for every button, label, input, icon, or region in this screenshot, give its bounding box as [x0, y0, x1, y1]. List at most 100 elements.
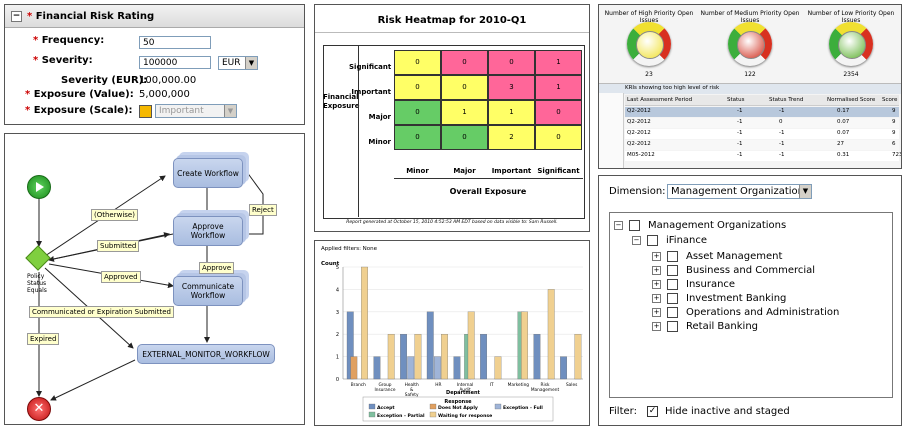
collapse-icon[interactable]: −	[632, 236, 641, 245]
heatmap-cell[interactable]: 0	[394, 100, 441, 125]
gauge-title: Number of Low Priority Open Issues	[807, 10, 895, 24]
exposure-scale-label: Exposure (Scale):	[33, 105, 133, 116]
checkbox[interactable]	[667, 251, 678, 262]
expand-icon[interactable]: +	[652, 308, 661, 317]
bar	[453, 356, 461, 380]
tree-item[interactable]: + Insurance	[652, 279, 735, 290]
heatmap-cell[interactable]: 1	[488, 100, 535, 125]
legend-swatch	[429, 403, 437, 410]
gauge-center	[737, 31, 765, 59]
kri-column-header[interactable]: Status	[727, 97, 745, 103]
x-tick-label: Health	[405, 382, 419, 388]
kri-cell: -1	[779, 130, 785, 136]
y-tick-label: 4	[336, 287, 339, 293]
tree-root[interactable]: − Management Organizations	[614, 220, 786, 231]
checkbox[interactable]	[667, 321, 678, 332]
checkbox[interactable]	[629, 220, 640, 231]
heatmap-cell[interactable]: 1	[535, 75, 582, 100]
heatmap-row-label: Minor	[368, 138, 391, 146]
kri-column-header[interactable]: Last Assessment Period	[627, 97, 693, 103]
checkbox[interactable]	[667, 265, 678, 276]
expand-icon[interactable]: +	[652, 280, 661, 289]
approved-label: Approved	[101, 271, 141, 283]
kri-side-column	[599, 93, 624, 168]
heatmap-cell[interactable]: 0	[394, 125, 441, 150]
approve-workflow-node[interactable]: Approve Workflow	[173, 216, 243, 246]
heatmap-cell[interactable]: 1	[535, 50, 582, 75]
checkbox[interactable]	[667, 293, 678, 304]
filter-checkbox[interactable]: ✓	[646, 406, 658, 417]
tree-item-label: Insurance	[686, 279, 736, 290]
tree-item[interactable]: + Investment Banking	[652, 293, 786, 304]
tree-item[interactable]: + Retail Banking	[652, 321, 758, 332]
currency-select[interactable]: EUR ▼	[218, 56, 258, 70]
heatmap-cell[interactable]: 1	[441, 100, 488, 125]
expand-icon[interactable]: +	[652, 294, 661, 303]
gauge-dial[interactable]	[728, 22, 772, 66]
gauge-dial[interactable]	[627, 22, 671, 66]
create-workflow-node[interactable]: Create Workflow	[173, 158, 243, 188]
expand-icon[interactable]: +	[652, 266, 661, 275]
kri-table-row[interactable]: Q2-2012 -1 0 0.07 9	[625, 118, 899, 128]
heatmap-cell[interactable]: 0	[535, 125, 582, 150]
checkbox[interactable]	[667, 307, 678, 318]
kri-column-header[interactable]: Status Trend	[769, 97, 804, 103]
x-tick-label: HR	[435, 382, 441, 388]
collapse-toggle[interactable]: −	[11, 10, 22, 22]
financial-risk-rating-panel: − * Financial Risk Rating * Frequency: 5…	[4, 4, 305, 125]
end-icon[interactable]: ✕	[27, 397, 51, 421]
bar	[346, 311, 354, 380]
external-monitor-workflow-node[interactable]: EXTERNAL_MONITOR_WORKFLOW	[137, 344, 275, 364]
heatmap-cell[interactable]: 3	[488, 75, 535, 100]
gauge-dial[interactable]	[829, 22, 873, 66]
kri-cell: 6	[892, 141, 896, 147]
kri-column-header[interactable]: Normalised Score	[827, 97, 876, 103]
heatmap-row-label: Significant	[349, 63, 392, 71]
y-tick-label: 0	[336, 377, 339, 383]
tree-item-label: Operations and Administration	[686, 307, 840, 318]
decision-label: Policy Status Equals	[27, 273, 47, 294]
exposure-color-swatch	[139, 105, 152, 118]
kri-table-row[interactable]: Q2-2012 -1 -1 0.17 9	[625, 107, 899, 117]
tree-child[interactable]: − iFinance	[632, 235, 707, 246]
heatmap-cell[interactable]: 0	[441, 75, 488, 100]
x-tick-label: IT	[490, 382, 494, 388]
heatmap-col-label: Minor	[406, 167, 429, 175]
expand-icon[interactable]: +	[652, 322, 661, 331]
bar	[426, 311, 434, 380]
tree-item[interactable]: + Business and Commercial	[652, 265, 815, 276]
checkbox[interactable]	[647, 235, 658, 246]
legend-label: Exception - Partial	[377, 413, 425, 419]
start-icon[interactable]	[27, 175, 51, 199]
panel-title: Financial Risk Rating	[35, 10, 155, 22]
frequency-input[interactable]: 50	[139, 36, 211, 49]
expired-label: Expired	[27, 333, 60, 345]
gauge-value: 23	[645, 71, 653, 78]
heatmap-cell[interactable]: 0	[535, 100, 582, 125]
kri-table-row[interactable]: M05-2012 -1 -1 0.31 723	[625, 151, 901, 161]
heatmap-cell[interactable]: 2	[488, 125, 535, 150]
heatmap-row-label: Important	[351, 88, 391, 96]
heatmap-cell[interactable]: 0	[441, 125, 488, 150]
tree-item[interactable]: + Operations and Administration	[652, 307, 839, 318]
chevron-down-icon: ▼	[245, 57, 257, 69]
heatmap-cell[interactable]: 0	[394, 75, 441, 100]
severity-input[interactable]: 100000	[139, 56, 211, 69]
expand-icon[interactable]: +	[652, 252, 661, 261]
bar	[467, 311, 475, 380]
kri-cell: 9	[892, 119, 896, 125]
checkbox[interactable]	[667, 279, 678, 290]
heatmap-title: Risk Heatmap for 2010-Q1	[377, 15, 527, 26]
tree-item-label: Investment Banking	[686, 293, 787, 304]
legend-box	[362, 396, 554, 422]
collapse-icon[interactable]: −	[614, 221, 623, 230]
kri-column-header[interactable]: Score	[882, 97, 898, 103]
tree-item[interactable]: + Asset Management	[652, 251, 782, 262]
dimension-select[interactable]: Management Organization ▼	[667, 184, 812, 199]
heatmap-cell[interactable]: 0	[394, 50, 441, 75]
kri-table-row[interactable]: Q2-2012 -1 -1 27 6	[625, 140, 899, 150]
kri-table-row[interactable]: Q2-2012 -1 -1 0.07 9	[625, 129, 899, 139]
heatmap-cell[interactable]: 0	[488, 50, 535, 75]
communicate-workflow-node[interactable]: Communicate Workflow	[173, 276, 243, 306]
heatmap-cell[interactable]: 0	[441, 50, 488, 75]
